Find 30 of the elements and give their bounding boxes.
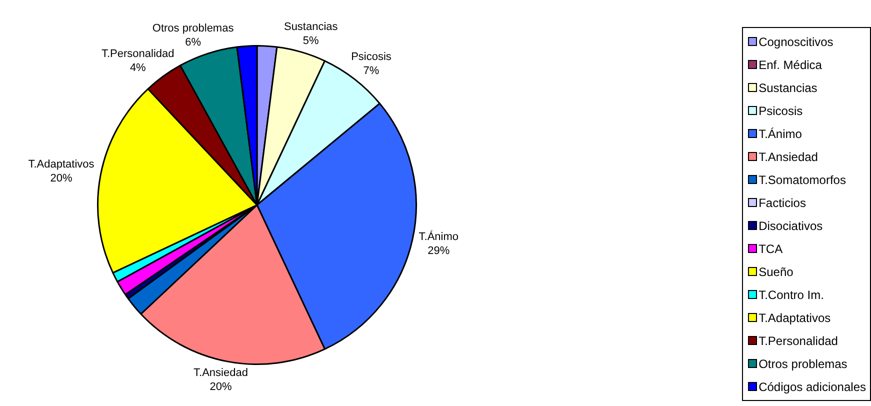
legend-label: TCA bbox=[758, 242, 783, 256]
legend-label: Psicosis bbox=[758, 104, 803, 118]
slice-label: T.Ánimo bbox=[418, 230, 459, 243]
data-label: 20% bbox=[210, 381, 232, 394]
data-label: 6% bbox=[185, 36, 202, 49]
slice-label: Psicosis bbox=[351, 51, 392, 64]
slice-label: Sustancias bbox=[284, 20, 338, 33]
legend-label: Cognoscitivos bbox=[758, 34, 834, 48]
legend-label: T.Adaptativos bbox=[758, 310, 831, 324]
legend-label: Otros problemas bbox=[758, 356, 848, 370]
legend-label: Sustancias bbox=[758, 80, 818, 94]
legend-label: Sueño bbox=[758, 264, 794, 278]
legend-label: T.Ánimo bbox=[758, 126, 802, 140]
data-label: 29% bbox=[428, 244, 450, 257]
legend-label: Facticios bbox=[758, 196, 806, 210]
data-label: 4% bbox=[130, 62, 146, 74]
data-label: 7% bbox=[363, 65, 380, 78]
slice-label: T.Personalidad bbox=[102, 48, 174, 60]
legend-label: T.Personalidad bbox=[758, 334, 838, 348]
legend-label: Enf. Médica bbox=[758, 58, 822, 72]
legend-label: Códigos adicionales bbox=[758, 380, 866, 394]
slice-label: T.Ansiedad bbox=[194, 367, 248, 380]
legend-label: T.Ansiedad bbox=[758, 150, 818, 164]
data-label: 5% bbox=[302, 34, 320, 47]
slice-label: T.Adaptativos bbox=[28, 158, 95, 171]
legend-label: Disociativos bbox=[758, 218, 823, 232]
slice-label: Otros problemas bbox=[152, 22, 234, 35]
legend-label: T.Somatomorfos bbox=[758, 172, 846, 186]
legend-label: T.Contro Im. bbox=[758, 288, 824, 302]
data-label: 20% bbox=[50, 172, 72, 185]
